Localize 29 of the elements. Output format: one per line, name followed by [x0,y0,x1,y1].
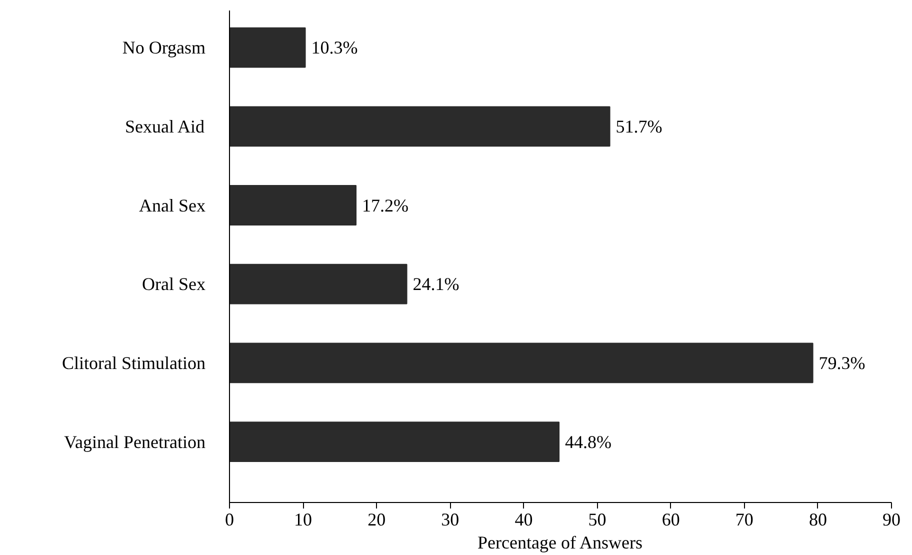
x-tick-label: 50 [588,510,606,530]
y-tick-label: No Orgasm [122,38,206,58]
y-tick-label: Oral Sex [142,274,206,294]
y-tick-label: Vaginal Penetration [64,432,206,452]
data-label: 17.2% [362,195,409,216]
bar [230,185,357,226]
data-label: 24.1% [412,274,460,294]
x-tick-label: 60 [662,510,680,530]
bar [230,27,306,68]
data-label: 51.7% [616,116,662,136]
bar [230,342,814,384]
x-tick-label: 80 [808,510,827,530]
data-label: 44.8% [565,432,612,452]
x-tick-label: 0 [225,510,234,530]
x-tick-label: 40 [514,510,533,530]
x-axis-title: Percentage of Answers [478,532,642,552]
data-label: 10.3% [311,38,358,58]
x-tick-label: 20 [368,510,386,530]
x-tick-label: 10 [294,510,312,530]
bar [230,106,610,147]
x-tick-label: 30 [441,510,460,530]
x-tick-label: 70 [735,510,754,530]
x-tick-label: 90 [882,510,900,530]
data-label: 79.3% [818,352,866,373]
y-tick-label: Anal Sex [139,195,206,216]
bar [230,264,408,304]
y-tick-label: Clitoral Stimulation [62,352,206,373]
bar [230,422,560,462]
y-tick-label: Sexual Aid [125,116,205,136]
